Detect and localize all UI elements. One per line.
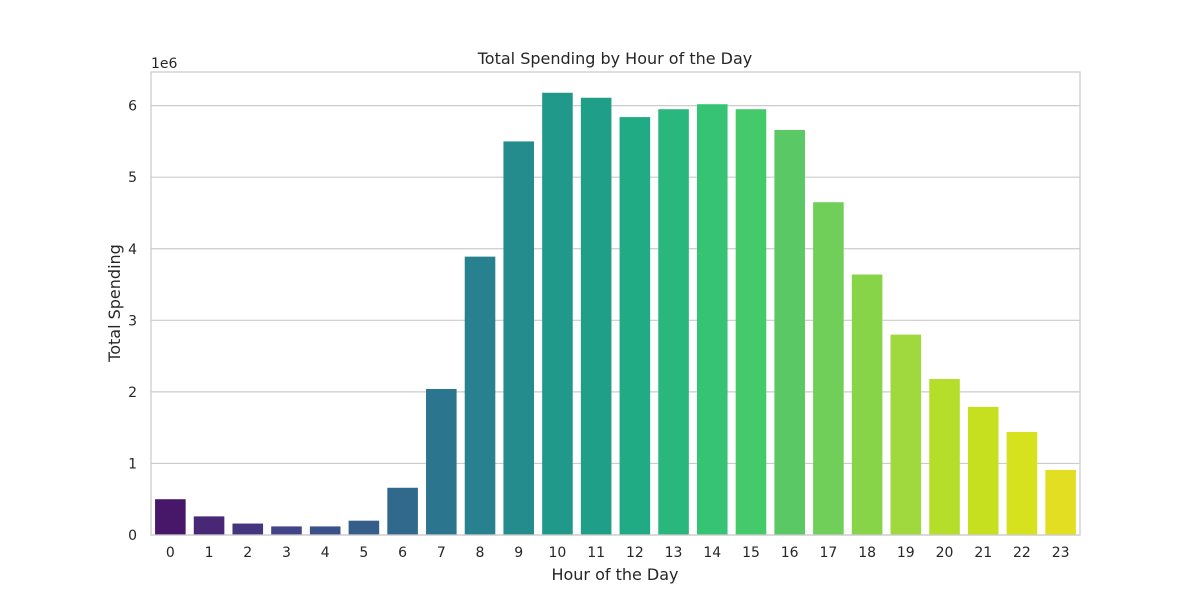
plot-frame	[150, 71, 1081, 536]
x-tick-label: 7	[437, 545, 446, 561]
bar-hour-16	[774, 129, 805, 535]
bar-hour-18	[851, 274, 883, 535]
bar-hour-6	[387, 487, 418, 535]
x-tick-label: 5	[359, 545, 368, 561]
chart-title: Total Spending by Hour of the Day	[477, 49, 753, 68]
y-tick-label: 4	[128, 242, 137, 258]
x-tick-label: 17	[819, 545, 837, 561]
bar-hour-14	[696, 104, 728, 535]
bar-hour-8	[464, 256, 496, 535]
x-tick-label: 16	[781, 545, 799, 561]
bar-hour-23	[1045, 469, 1076, 535]
bar-hour-9	[503, 141, 535, 535]
x-axis-label: Hour of the Day	[551, 565, 678, 584]
x-tick-label: 20	[936, 545, 954, 561]
bar-hour-19	[890, 334, 922, 535]
bar-hour-7	[426, 389, 457, 535]
x-tick-label: 1	[205, 545, 214, 561]
x-tick-label: 18	[858, 545, 876, 561]
bar-hour-20	[929, 378, 960, 535]
bar-hour-12	[619, 117, 651, 535]
x-tick-label: 13	[665, 545, 683, 561]
x-tick-label: 2	[243, 545, 252, 561]
bar-hour-3	[271, 526, 302, 535]
x-tick-label: 21	[974, 545, 992, 561]
bar-hour-17	[813, 202, 844, 535]
bar-hour-10	[542, 92, 573, 535]
x-tick-label: 15	[742, 545, 760, 561]
bar-hour-0	[155, 499, 186, 535]
y-tick-label: 5	[128, 170, 137, 186]
y-scale-label: 1e6	[151, 56, 178, 72]
y-tick-labels: 0 1 2 3 4 5 6	[128, 99, 137, 544]
bar-hour-2	[232, 523, 264, 535]
x-tick-label: 10	[549, 545, 567, 561]
x-tick-label: 11	[587, 545, 605, 561]
bar-hour-21	[967, 406, 999, 535]
bar-hour-13	[658, 109, 689, 536]
y-tick-label: 2	[128, 385, 137, 401]
bar-hour-11	[580, 97, 612, 536]
x-tick-label: 14	[703, 545, 721, 561]
x-tick-label: 12	[626, 545, 644, 561]
y-axis-label: Total Spending	[105, 244, 124, 363]
x-tick-label: 9	[514, 545, 523, 561]
x-tick-label: 23	[1052, 545, 1070, 561]
x-tick-label: 0	[166, 545, 175, 561]
bar-hour-1	[193, 516, 225, 535]
x-tick-label: 4	[321, 545, 330, 561]
y-tick-label: 1	[128, 456, 137, 472]
x-tick-label: 19	[897, 545, 915, 561]
x-tick-label: 6	[398, 545, 407, 561]
bar-hour-4	[309, 526, 341, 535]
y-tick-label: 3	[128, 313, 137, 329]
y-gridlines	[151, 105, 1080, 536]
x-tick-label: 8	[476, 545, 485, 561]
bar-hour-22	[1006, 431, 1038, 535]
y-tick-label: 0	[128, 528, 137, 544]
bars	[155, 92, 1076, 536]
x-tick-label: 22	[1013, 545, 1031, 561]
y-tick-label: 6	[128, 99, 137, 115]
bar-hour-15	[735, 109, 767, 536]
x-tick-label: 3	[282, 545, 291, 561]
x-tick-labels: 0 1 2 3 4 5 6 7 8 9 10 11 12 13 14 15 16 17 18 19 20 21 22 23	[166, 545, 1070, 561]
bar-hour-5	[348, 520, 380, 535]
